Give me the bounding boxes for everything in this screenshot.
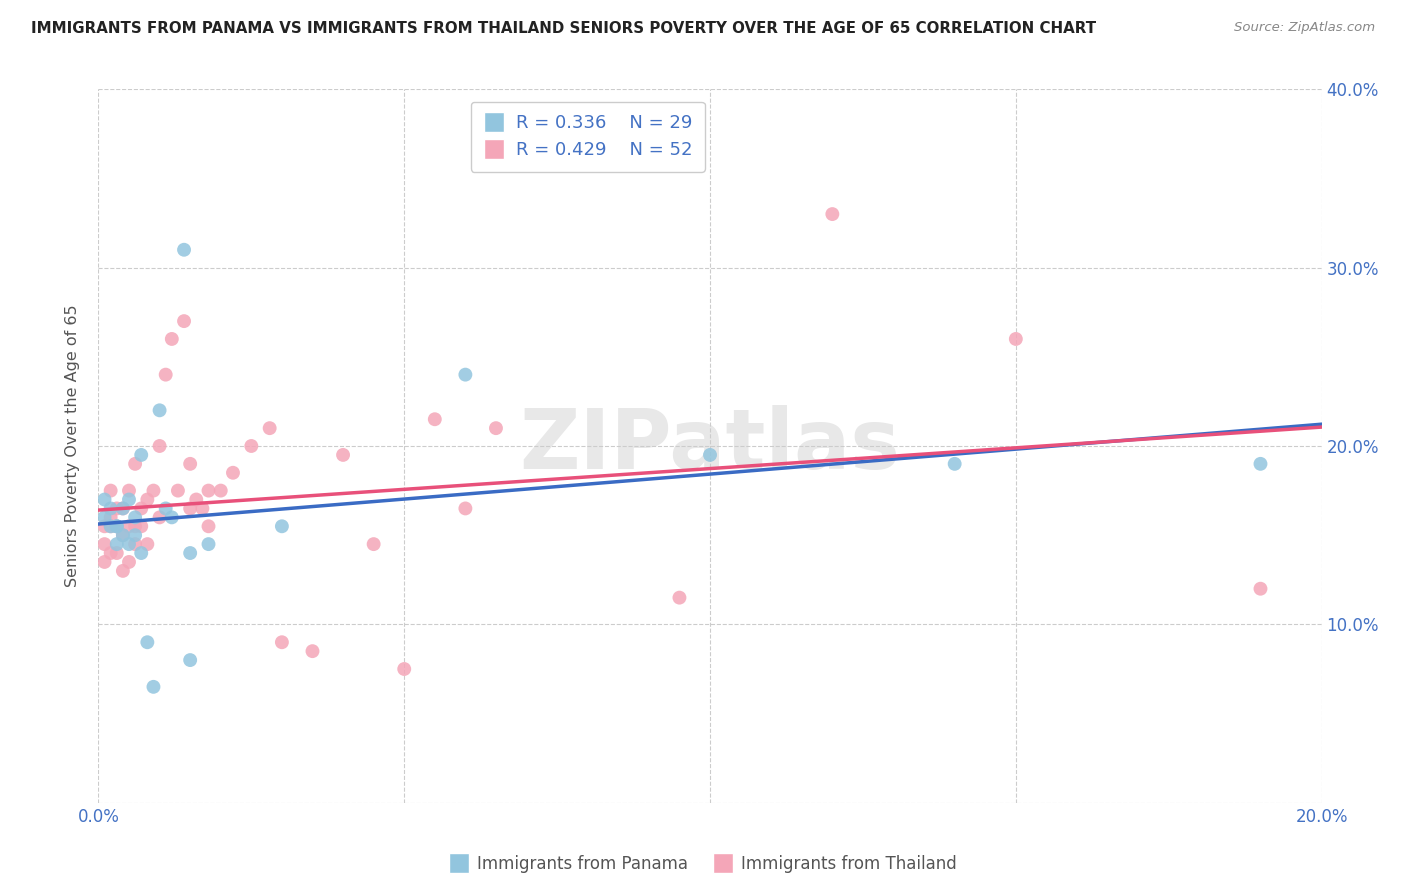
Point xyxy=(93,510,115,524)
Point xyxy=(363,537,385,551)
Point xyxy=(454,501,477,516)
Point xyxy=(485,421,508,435)
Point xyxy=(191,501,214,516)
Point xyxy=(155,501,177,516)
Point xyxy=(301,644,323,658)
Point xyxy=(93,555,115,569)
Point xyxy=(167,483,190,498)
Point xyxy=(160,510,183,524)
Point xyxy=(111,528,134,542)
Point xyxy=(136,537,159,551)
Point xyxy=(124,519,146,533)
Point xyxy=(1249,582,1271,596)
Point xyxy=(332,448,354,462)
Point xyxy=(124,528,146,542)
Point xyxy=(821,207,844,221)
Point xyxy=(93,519,115,533)
Point xyxy=(259,421,281,435)
Point xyxy=(105,519,128,533)
Point xyxy=(454,368,477,382)
Text: IMMIGRANTS FROM PANAMA VS IMMIGRANTS FROM THAILAND SENIORS POVERTY OVER THE AGE : IMMIGRANTS FROM PANAMA VS IMMIGRANTS FRO… xyxy=(31,21,1097,36)
Point xyxy=(129,546,152,560)
Point xyxy=(149,403,172,417)
Point xyxy=(118,537,141,551)
Text: ZIPatlas: ZIPatlas xyxy=(520,406,900,486)
Point xyxy=(240,439,263,453)
Point xyxy=(100,483,122,498)
Point xyxy=(699,448,721,462)
Point xyxy=(173,314,195,328)
Point xyxy=(124,510,146,524)
Point xyxy=(197,483,219,498)
Point xyxy=(118,555,141,569)
Point xyxy=(222,466,245,480)
Point xyxy=(270,635,292,649)
Point xyxy=(105,519,128,533)
Point xyxy=(93,492,115,507)
Point xyxy=(111,501,134,516)
Point xyxy=(179,653,201,667)
Point xyxy=(197,519,219,533)
Point xyxy=(100,510,122,524)
Point xyxy=(186,492,208,507)
Point xyxy=(105,501,128,516)
Point xyxy=(136,492,159,507)
Point xyxy=(100,501,122,516)
Point xyxy=(943,457,966,471)
Point xyxy=(179,501,201,516)
Point xyxy=(105,519,128,533)
Point xyxy=(100,546,122,560)
Text: Source: ZipAtlas.com: Source: ZipAtlas.com xyxy=(1234,21,1375,34)
Point xyxy=(124,457,146,471)
Point xyxy=(118,519,141,533)
Point xyxy=(423,412,446,426)
Point xyxy=(105,537,128,551)
Point xyxy=(155,368,177,382)
Point xyxy=(160,332,183,346)
Point xyxy=(668,591,690,605)
Point xyxy=(149,510,172,524)
Y-axis label: Seniors Poverty Over the Age of 65: Seniors Poverty Over the Age of 65 xyxy=(65,305,80,587)
Point xyxy=(129,501,152,516)
Point xyxy=(105,546,128,560)
Point xyxy=(129,448,152,462)
Point xyxy=(1004,332,1026,346)
Point xyxy=(129,519,152,533)
Point xyxy=(149,439,172,453)
Point xyxy=(111,564,134,578)
Point xyxy=(100,519,122,533)
Point xyxy=(124,537,146,551)
Point xyxy=(270,519,292,533)
Point xyxy=(173,243,195,257)
Point xyxy=(93,537,115,551)
Point xyxy=(1249,457,1271,471)
Point xyxy=(392,662,416,676)
Point xyxy=(142,483,165,498)
Point xyxy=(142,680,165,694)
Legend: R = 0.336    N = 29, R = 0.429    N = 52: R = 0.336 N = 29, R = 0.429 N = 52 xyxy=(471,102,704,172)
Legend: Immigrants from Panama, Immigrants from Thailand: Immigrants from Panama, Immigrants from … xyxy=(441,848,965,880)
Point xyxy=(209,483,232,498)
Point xyxy=(111,501,134,516)
Point xyxy=(136,635,159,649)
Point xyxy=(111,528,134,542)
Point xyxy=(118,483,141,498)
Point xyxy=(197,537,219,551)
Point xyxy=(118,492,141,507)
Point xyxy=(100,519,122,533)
Point xyxy=(179,546,201,560)
Point xyxy=(179,457,201,471)
